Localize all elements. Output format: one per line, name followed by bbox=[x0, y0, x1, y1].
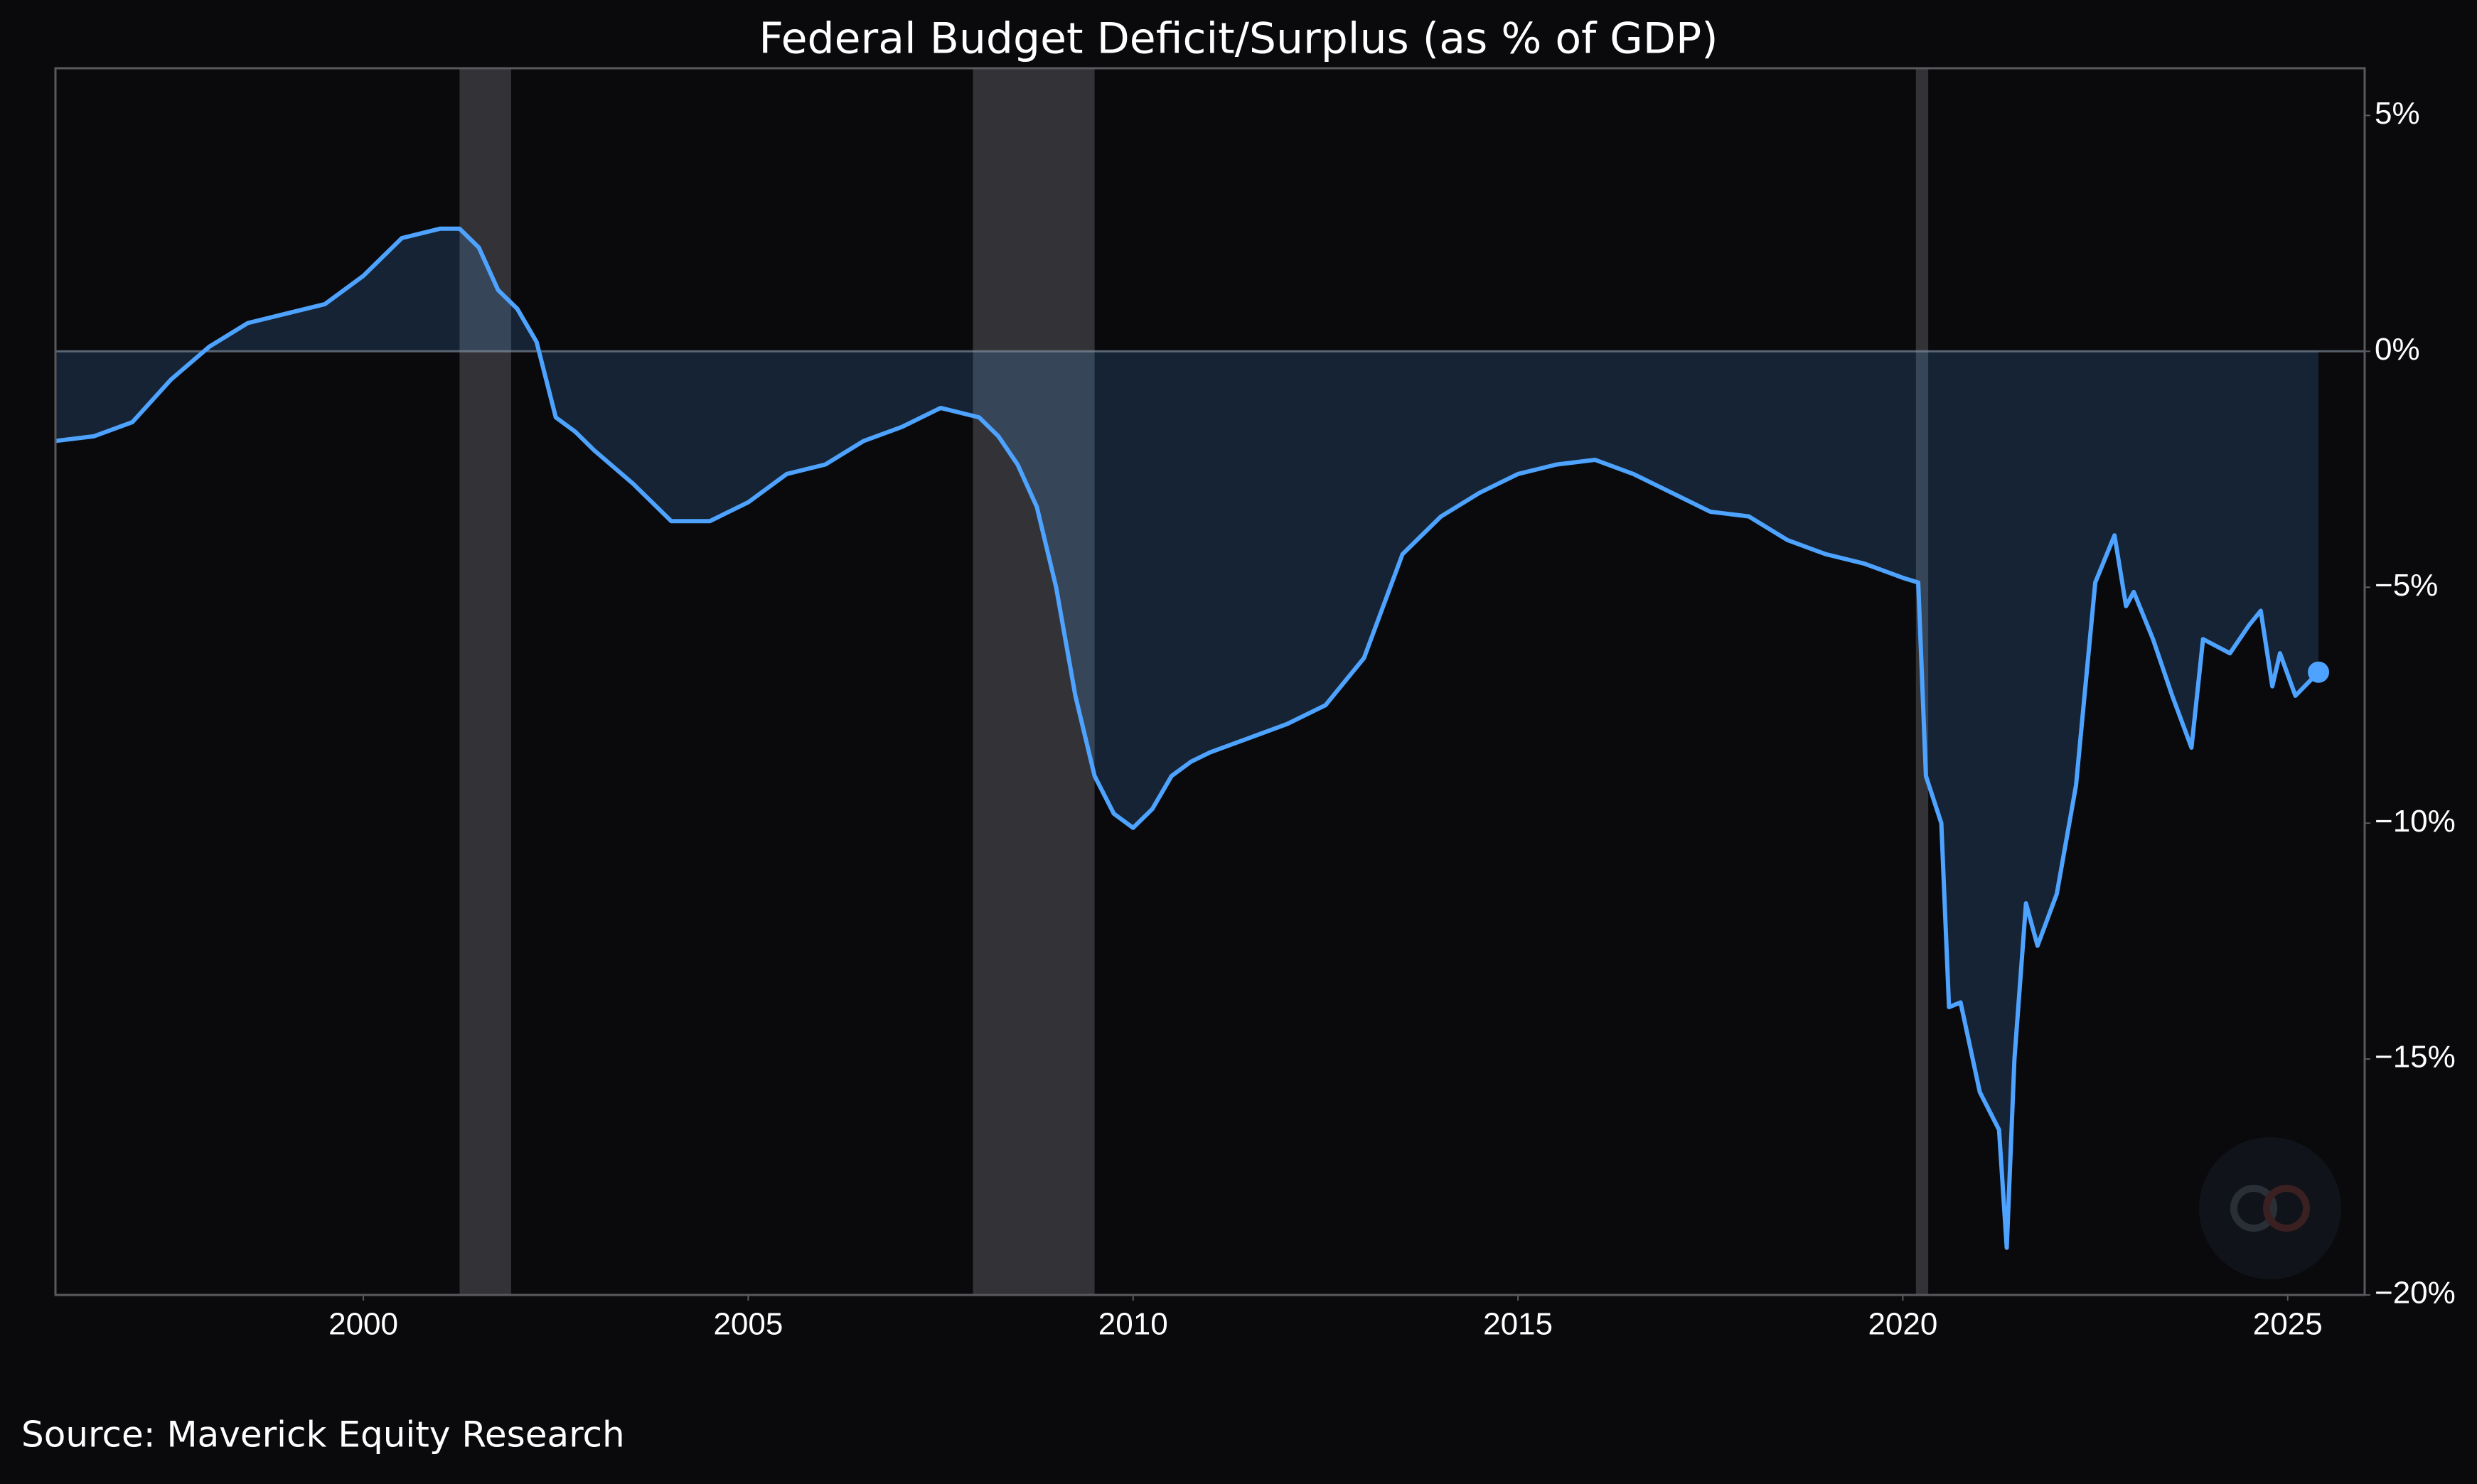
area-fill bbox=[55, 228, 2319, 1248]
y-tick-label: −20% bbox=[2375, 1276, 2456, 1311]
y-tick-label: 0% bbox=[2375, 332, 2420, 367]
watermark-ring bbox=[2230, 1185, 2277, 1232]
source: Source: Maverick Equity Research bbox=[21, 1414, 625, 1456]
x-tick-label: 2010 bbox=[1098, 1307, 1168, 1342]
y-tick-label: −5% bbox=[2375, 568, 2438, 603]
x-tick-label: 2015 bbox=[1483, 1307, 1553, 1342]
plot-border bbox=[54, 67, 2366, 1296]
series-line bbox=[55, 226, 2321, 1250]
y-tick-label: −15% bbox=[2375, 1040, 2456, 1075]
x-tick-label: 2020 bbox=[1868, 1307, 1937, 1342]
x-tick-label: 2000 bbox=[328, 1307, 398, 1342]
y-tick-label: 5% bbox=[2375, 96, 2420, 131]
x-tick-label: 2025 bbox=[2253, 1307, 2323, 1342]
recession-band bbox=[459, 68, 511, 1295]
x-tick-label: 2005 bbox=[713, 1307, 783, 1342]
plot-area bbox=[55, 68, 2365, 1295]
y-tick-label: −10% bbox=[2375, 804, 2456, 839]
last-point bbox=[2308, 661, 2330, 683]
chart-title: Federal Budget Deficit/Surplus (as % of … bbox=[759, 14, 1718, 64]
watermark-ring bbox=[2263, 1185, 2310, 1232]
